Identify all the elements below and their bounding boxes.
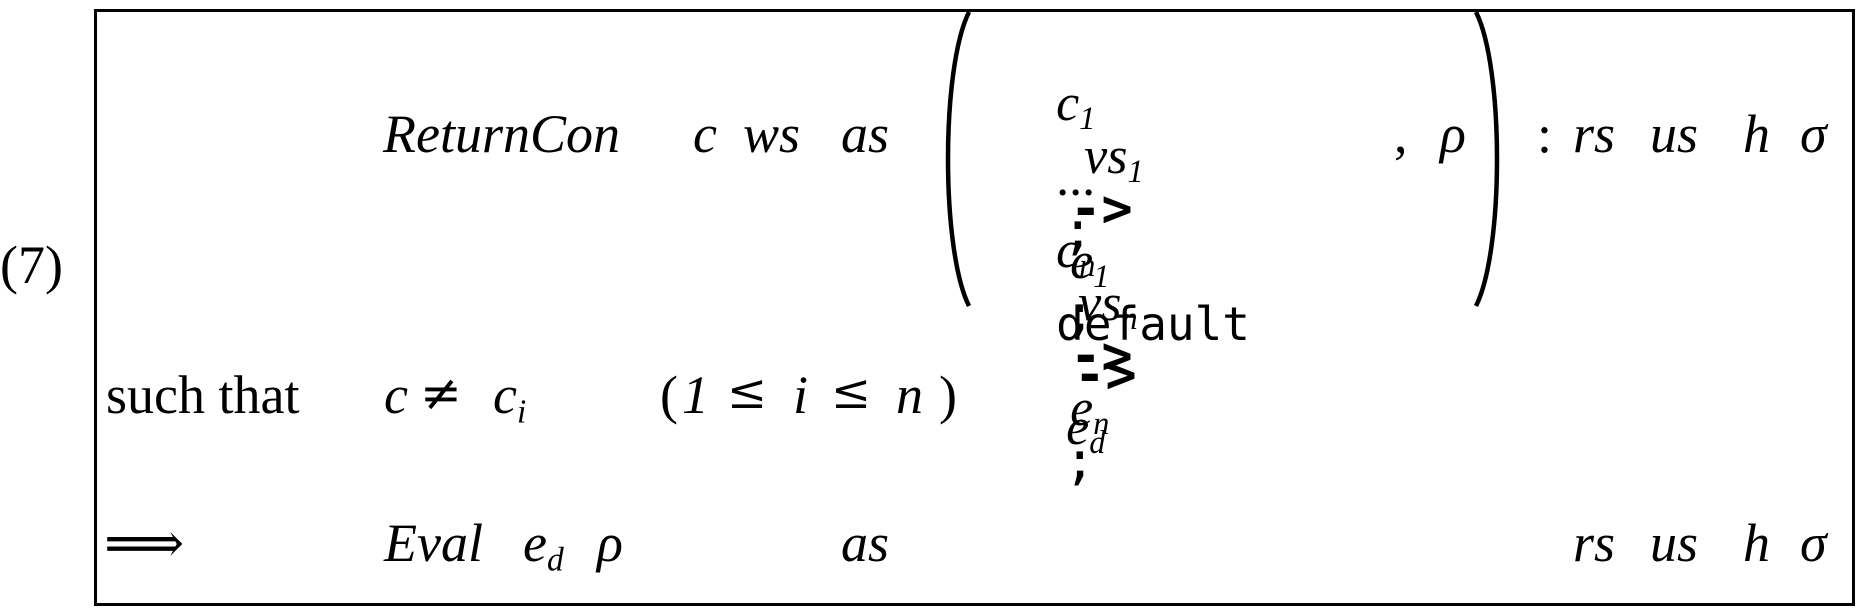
stack-colon: : [1537,104,1553,164]
range-close: ) [939,365,957,425]
alt-dots: ... [1056,150,1096,207]
ws-var: ws [743,104,801,164]
alt-row-1: c1 vs1 -> e1 ; [990,25,1144,392]
instr-name: ReturnCon [383,104,620,164]
alt-arrow: -> [1070,326,1133,386]
alt-vars: vs1 [1084,128,1144,190]
default-expr: ed [1066,399,1106,461]
neq-symbol: ≠ [420,364,462,422]
alt-row-dots: ... ; [990,100,1095,309]
eval-expr: ed [523,513,564,579]
left-paren [945,10,972,308]
alt-sep: ; [1064,431,1096,491]
rs-var: rs [1573,513,1616,573]
alt-expr: en [1070,380,1110,442]
alt-con: cn [1056,222,1096,284]
rule-number: (7) [0,235,63,295]
con-var: c [693,104,717,164]
as-var: as [841,104,890,164]
alt-row-n: cn vsn -> en ; [990,172,1138,539]
default-keyword: default [1056,297,1250,351]
implies-arrow: ⟹ [104,511,185,576]
h-var: h [1743,513,1770,573]
sigma-var: σ [1800,104,1827,164]
alt-expr: e1 [1070,233,1110,295]
rule-box [94,9,1855,606]
alt-vars: vsn [1078,275,1138,337]
default-arrow: -> [1074,345,1137,405]
us-var: us [1650,513,1699,573]
right-paren [1473,10,1500,308]
cond-rhs: ci [493,365,527,431]
as-var: as [841,513,890,573]
env-rho: ρ [1440,104,1466,164]
eval-rho: ρ [597,513,623,573]
such-that-text: such that [106,365,300,425]
alt-sep: ; [1062,201,1094,261]
alt-sep: ; [1064,284,1096,344]
alt-con: c1 [1056,75,1096,137]
eval-instr: Eval [384,513,483,573]
alt-row-default: default -> ed [990,245,1250,506]
le-symbol: ≤ [831,364,872,420]
range-low: 1 [682,365,709,425]
cond-lhs: c [384,365,408,425]
range-var: i [793,365,809,425]
env-comma: , [1394,104,1408,164]
h-var: h [1743,104,1770,164]
alt-arrow: -> [1070,179,1133,239]
rs-var: rs [1573,104,1616,164]
le-symbol: ≤ [727,364,768,420]
us-var: us [1650,104,1699,164]
range-high: n [896,365,923,425]
range-open: ( [660,365,678,425]
sigma-var: σ [1800,513,1827,573]
